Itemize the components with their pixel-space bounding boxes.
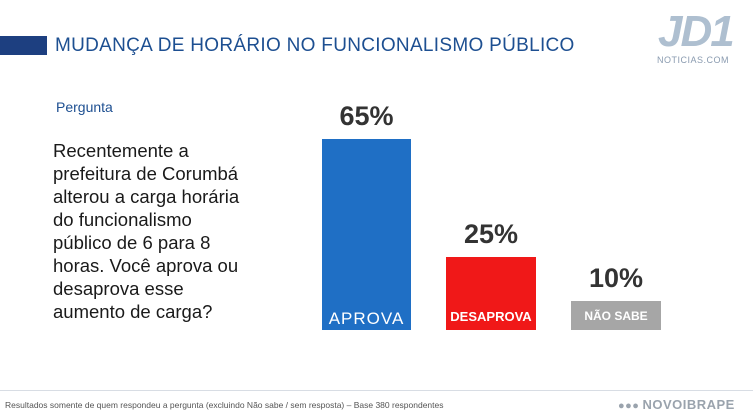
bar-nao-sabe (571, 301, 661, 330)
question-tag: Pergunta (56, 99, 113, 115)
logo-text: JD1 (658, 7, 735, 56)
value-label-desaprova: 25% (463, 219, 519, 249)
bar-label-desaprova: DESAPROVA (450, 309, 532, 324)
bar-desaprova (446, 257, 536, 330)
question-text: Recentemente a prefeitura de Corumbá alt… (53, 140, 240, 322)
header-accent-bar (0, 36, 47, 55)
footnote: Resultados somente de quem respondeu a p… (5, 400, 444, 410)
jd1-logo: JD1 NOTICIAS.COM (655, 7, 735, 66)
brand-logo: ●●● NOVOIBRAPE (618, 397, 735, 412)
bar-aprova (322, 139, 411, 330)
bar-label-aprova: APROVA (328, 309, 405, 328)
footer-divider (0, 390, 753, 391)
people-icon: ●●● (618, 400, 640, 412)
value-label-nao-sabe: 10% (588, 263, 644, 293)
brand-name: NOVOIBRAPE (642, 397, 735, 412)
logo-subtext: NOTICIAS.COM (657, 55, 730, 65)
value-label-aprova: 65% (339, 101, 394, 131)
bar-label-nao-sabe: NÃO SABE (584, 309, 648, 323)
page-title: MUDANÇA DE HORÁRIO NO FUNCIONALISMO PÚBL… (55, 35, 575, 56)
